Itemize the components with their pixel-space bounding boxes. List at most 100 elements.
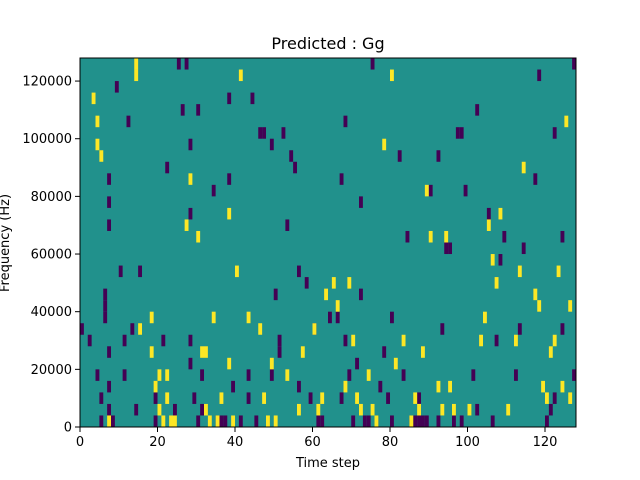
heatmap-cell-low [521,242,526,255]
heatmap-cell-low [173,403,177,416]
heatmap-cell-high [359,403,363,416]
heatmap-cell-high [297,403,301,416]
heatmap-cell-low [238,415,243,427]
heatmap-cell-low [293,161,298,174]
heatmap-cell-high [506,403,511,416]
heatmap-cell-high [413,392,418,404]
heatmap-cell-low [134,403,139,416]
heatmap-cell-low [560,230,565,243]
heatmap-cell-low [459,415,464,427]
heatmap-cell-low [250,92,255,105]
heatmap-cell-low [223,415,228,427]
heatmap-cell-high [436,380,441,393]
heatmap-cell-high [347,277,352,289]
heatmap-cell-low [382,346,387,358]
heatmap-cell-high [157,403,162,416]
heatmap-cell-low [180,104,185,116]
heatmap-cell-low [107,196,112,208]
x-tick-label: 20 [149,435,166,450]
heatmap-cell-high [424,184,429,197]
heatmap-cell-high [366,369,371,381]
heatmap-cell-low [552,127,557,139]
heatmap-cell-low [428,184,433,197]
heatmap-cell-high [564,115,569,128]
heatmap-cell-low [188,207,193,220]
heatmap-cell-high [370,403,375,416]
heatmap-cell-low [514,369,518,381]
heatmap-cell-low [192,392,197,404]
heatmap-cell-high [149,311,154,324]
heatmap-cell-low [494,334,499,347]
heatmap-cell-low [114,81,119,93]
heatmap-cell-low [103,300,108,312]
heatmap-cell-high [428,230,433,243]
heatmap-cell-low [572,369,577,381]
heatmap-cell-low [545,415,549,427]
heatmap-cell-low [227,173,232,185]
heatmap-cell-low [107,403,112,416]
heatmap-cell-low [444,242,449,255]
heatmap-cell-low [289,150,294,162]
heatmap-cell-low [200,403,205,416]
heatmap-cell-high [173,415,177,427]
heatmap-cell-high [545,392,549,404]
heatmap-cell-high [227,207,232,220]
heatmap-cell-high [324,288,329,301]
heatmap-cell-low [87,334,92,347]
heatmap-cell-high [568,300,573,312]
heatmap-cell-low [231,380,236,393]
heatmap-cell-low [111,415,115,427]
heatmap-cell-high [440,403,445,416]
heatmap-cell-high [382,138,387,151]
heatmap-cell-high [211,311,216,324]
heatmap-cell-high [165,369,170,381]
heatmap-cell-low [417,415,422,427]
heatmap-cell-low [378,380,383,393]
heatmap-cell-low [107,219,112,231]
heatmap-cell-high [548,346,553,358]
heatmap-cell-low [390,311,394,324]
heatmap-cell-low [165,161,170,174]
heatmap-cell-high [258,323,263,335]
heatmap-cell-low [366,415,371,427]
heatmap-cell-low [347,369,352,381]
heatmap-cell-low [440,323,445,335]
heatmap-cell-high [238,69,243,82]
heatmap-cell-low [277,346,282,358]
heatmap-cell-high [393,357,398,370]
heatmap-cell-low [320,415,325,427]
heatmap-cell-high [262,392,267,404]
heatmap-cell-high [541,380,546,393]
y-axis: 0 20000 40000 60000 80000 100000 120000 [22,75,80,436]
heatmap-cell-low [153,415,158,427]
heatmap-cell-high [417,403,422,416]
heatmap-cell-low [188,138,193,151]
heatmap-cell-low [269,138,274,151]
heatmap-cell-low [517,323,522,335]
heatmap-cell-high [568,392,573,404]
heatmap-cell-high [521,161,526,174]
heatmap-cell-low [405,230,410,243]
heatmap-cell-high [215,415,220,427]
heatmap-cell-high [227,357,232,370]
heatmap-cell-low [343,334,348,347]
heatmap-cell-high [452,403,456,416]
heatmap-cell-low [362,415,367,427]
x-tick-label: 100 [455,435,480,450]
heatmap-cell-high [560,380,565,393]
heatmap-cell-low [122,369,127,381]
plot-frame [79,57,577,428]
heatmap-cell-low [397,150,402,162]
heatmap-cell-low [297,265,301,278]
heatmap-cell-low [103,288,108,301]
y-tick-label: 0 [64,421,72,436]
heatmap-cell-high [556,265,561,278]
heatmap-cell-high [316,403,321,416]
heatmap-cell-high [157,369,162,381]
heatmap-cell-high [343,380,348,393]
heatmap-cell-high [409,415,414,427]
heatmap-cell-low [246,369,251,381]
heatmap-cell-high [552,334,557,347]
heatmap-cell-low [184,58,189,70]
